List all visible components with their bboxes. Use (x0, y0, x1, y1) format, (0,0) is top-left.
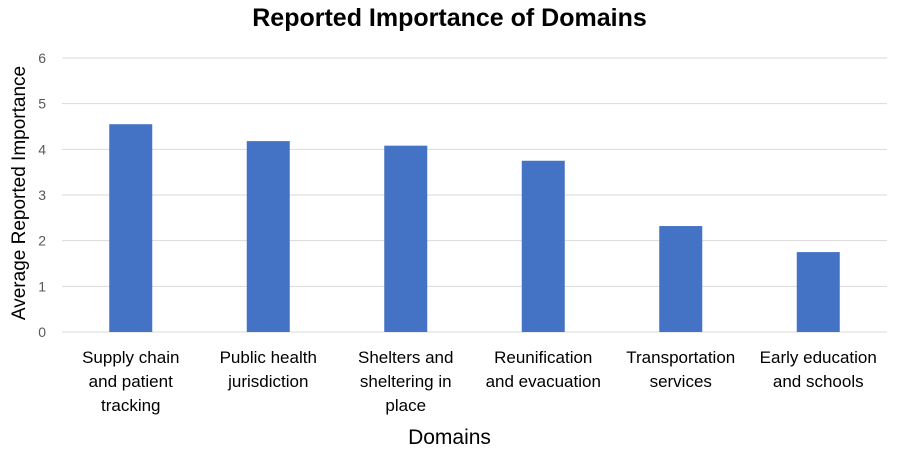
x-tick-label: Supply chain and patient tracking (62, 346, 200, 418)
y-tick-label: 1 (38, 278, 46, 294)
x-tick-label-line: place (385, 396, 427, 415)
y-tick-label: 6 (38, 50, 46, 66)
y-tick-label: 5 (38, 96, 46, 112)
y-tick-label: 0 (38, 324, 46, 340)
x-tick-label: Transportation services (612, 346, 750, 394)
x-tick-label-line: services (649, 372, 712, 391)
x-tick-label: Public health jurisdiction (199, 346, 337, 394)
chart-title: Reported Importance of Domains (252, 4, 647, 32)
x-tick-label-line: and evacuation (485, 372, 601, 391)
bar-4 (659, 226, 703, 332)
x-tick-label-line: and schools (772, 372, 864, 391)
x-tick-label-line: Public health (219, 348, 317, 367)
x-tick-label-line: Transportation (626, 348, 736, 367)
bar-1 (246, 141, 290, 332)
x-tick-label-line: Supply chain (82, 348, 180, 367)
bar-5 (796, 252, 840, 332)
y-tick-label: 2 (38, 233, 46, 249)
x-tick-label-line: sheltering in (359, 372, 452, 391)
y-tick-label: 3 (38, 187, 46, 203)
bar-2 (384, 145, 428, 332)
x-tick-label: Shelters and sheltering in place (337, 346, 475, 418)
x-tick-label-line: and patient (88, 372, 173, 391)
x-tick-label-line: jurisdiction (228, 372, 309, 391)
bar-3 (521, 160, 565, 332)
x-tick-label-line: Early education (759, 348, 877, 367)
x-tick-label: Early education and schools (749, 346, 887, 394)
x-tick-label-line: Shelters and (358, 348, 454, 367)
x-axis-label: Domains (408, 426, 491, 449)
x-tick-label-line: Reunification (494, 348, 593, 367)
bar-0 (109, 124, 153, 332)
y-tick-label: 4 (38, 141, 46, 157)
x-tick-label: Reunification and evacuation (474, 346, 612, 394)
x-tick-label-line: tracking (100, 396, 161, 415)
